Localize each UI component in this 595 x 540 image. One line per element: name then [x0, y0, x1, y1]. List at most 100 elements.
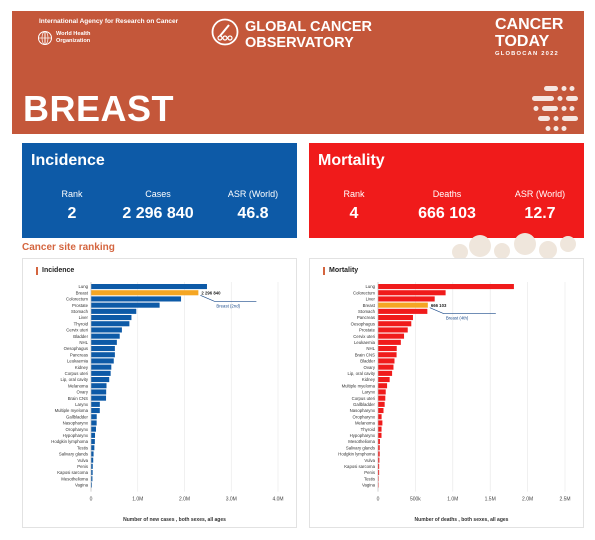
bar-oropharynx[interactable]: [378, 414, 382, 420]
gco-title: GLOBAL CANCER OBSERVATORY: [245, 19, 372, 51]
bar-lung[interactable]: [91, 284, 207, 290]
category-label: Cervix uteri: [353, 334, 375, 339]
bar-vulva[interactable]: [91, 457, 94, 463]
bar-leukaemia[interactable]: [91, 358, 114, 364]
bar-cervix-uteri[interactable]: [91, 327, 122, 333]
category-label: Melanoma: [355, 421, 376, 426]
annotation-label: Breast (4th): [446, 316, 469, 321]
bar-vulva[interactable]: [378, 457, 380, 463]
decorative-blobs-icon: [452, 233, 576, 260]
bar-oesophagus[interactable]: [378, 321, 412, 327]
bar-stomach[interactable]: [91, 308, 137, 314]
bar-lip-oral-cavity[interactable]: [378, 370, 393, 376]
page-title: BREAST: [23, 88, 175, 129]
bar-lung[interactable]: [378, 284, 514, 290]
bar-ovary[interactable]: [378, 364, 394, 370]
bar-hypopharynx[interactable]: [378, 432, 382, 438]
highlight-value-label: 666 103: [431, 303, 447, 308]
incidence-card-title: Incidence: [31, 152, 105, 169]
bar-colorectum[interactable]: [91, 296, 182, 302]
bar-melanoma[interactable]: [91, 383, 107, 389]
gco-line-1: GLOBAL CANCER: [245, 19, 373, 35]
annotation-line: [429, 307, 496, 315]
mortality-asr-label: ASR (World): [514, 189, 566, 199]
category-label: Prostate: [72, 303, 89, 308]
incidence-rank: Rank 2: [52, 189, 92, 223]
bar-cervix-uteri[interactable]: [378, 333, 405, 339]
category-label: Pancreas: [357, 315, 375, 320]
category-label: Corpus uteri: [352, 396, 375, 401]
bar-testis[interactable]: [91, 445, 95, 451]
ranking-title: Cancer site ranking: [22, 242, 115, 253]
bar-kidney[interactable]: [91, 364, 112, 370]
bar-prostate[interactable]: [378, 327, 408, 333]
bar-kidney[interactable]: [378, 377, 390, 383]
bar-stomach[interactable]: [378, 308, 428, 314]
bar-salivary-glands[interactable]: [378, 445, 380, 451]
category-label: Multiple myeloma: [342, 383, 376, 388]
bar-penis[interactable]: [91, 463, 93, 469]
bar-nasopharynx[interactable]: [91, 420, 97, 426]
bar-breast[interactable]: [91, 290, 199, 296]
category-label: Corpus uteri: [65, 371, 88, 376]
bar-hodgkin-lymphoma[interactable]: [378, 451, 380, 457]
bar-liver[interactable]: [91, 315, 132, 321]
highlight-value-label: 2 296 840: [201, 290, 221, 295]
bar-larynx[interactable]: [378, 389, 386, 395]
bar-mesothelioma[interactable]: [378, 439, 380, 445]
bar-pancreas[interactable]: [91, 352, 115, 358]
category-label: Multiple myeloma: [55, 408, 89, 413]
incidence-chart-panel: Incidence 0 1.0M 2.0M 3.0M 4.0M Lung Breast 2 2…: [22, 258, 297, 528]
bar-bladder[interactable]: [91, 333, 120, 339]
bar-corpus-uteri[interactable]: [91, 370, 111, 376]
bar-thyroid[interactable]: [91, 321, 130, 327]
bar-multiple-myeloma[interactable]: [378, 383, 388, 389]
bar-multiple-myeloma[interactable]: [91, 408, 100, 414]
bar-bladder[interactable]: [378, 358, 395, 364]
bar-brain-cns[interactable]: [378, 352, 397, 358]
bar-ovary[interactable]: [91, 389, 107, 395]
bar-hodgkin-lymphoma[interactable]: [91, 439, 95, 445]
x-tick-label: 500k: [410, 497, 421, 503]
bar-larynx[interactable]: [91, 401, 100, 407]
bar-mesothelioma[interactable]: [91, 476, 93, 482]
category-label: Stomach: [71, 309, 89, 314]
bar-vagina[interactable]: [91, 482, 92, 488]
bar-melanoma[interactable]: [378, 420, 383, 426]
bar-breast[interactable]: [378, 302, 428, 308]
incidence-cases: Cases 2 296 840: [108, 189, 208, 223]
bar-nhl[interactable]: [378, 346, 397, 352]
bar-corpus-uteri[interactable]: [378, 395, 386, 401]
bar-leukaemia[interactable]: [378, 339, 401, 345]
incidence-asr-label: ASR (World): [227, 189, 279, 199]
category-label: Hypopharynx: [350, 433, 376, 438]
bar-pancreas[interactable]: [378, 315, 413, 321]
bar-kaposi-sarcoma[interactable]: [91, 470, 93, 476]
gco-logo-icon: [211, 18, 239, 46]
bar-oropharynx[interactable]: [91, 426, 96, 432]
bar-liver[interactable]: [378, 296, 435, 302]
bar-oesophagus[interactable]: [91, 346, 115, 352]
bar-thyroid[interactable]: [378, 426, 382, 432]
bar-nhl[interactable]: [91, 339, 117, 345]
category-label: Vulva: [77, 458, 88, 463]
bar-vagina[interactable]: [378, 482, 379, 488]
category-label: Liver: [79, 315, 89, 320]
bar-salivary-glands[interactable]: [91, 451, 94, 457]
bar-testis[interactable]: [378, 476, 379, 482]
bar-colorectum[interactable]: [378, 290, 446, 296]
category-label: Colorectum: [66, 297, 88, 302]
bar-brain-cns[interactable]: [91, 395, 107, 401]
category-label: Nasopharynx: [350, 408, 376, 413]
category-label: Testis: [364, 476, 375, 481]
bar-lip-oral-cavity[interactable]: [91, 377, 110, 383]
bar-kaposi-sarcoma[interactable]: [378, 463, 380, 469]
bar-nasopharynx[interactable]: [378, 408, 384, 414]
bar-prostate[interactable]: [91, 302, 160, 308]
bar-gallbladder[interactable]: [378, 401, 385, 407]
bar-penis[interactable]: [378, 470, 380, 476]
mortality-rank-label: Rank: [343, 189, 365, 199]
x-tick-label: 2.0M: [522, 497, 533, 503]
bar-hypopharynx[interactable]: [91, 432, 96, 438]
bar-gallbladder[interactable]: [91, 414, 97, 420]
